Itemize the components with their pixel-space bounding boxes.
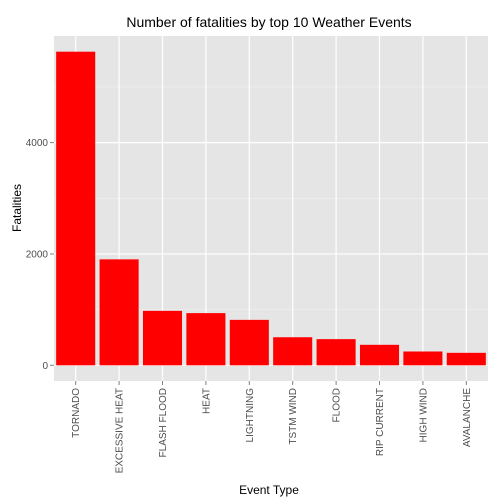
bar (359, 344, 400, 366)
x-tick-label: HIGH WIND (418, 388, 429, 442)
x-tick-label: LIGHTNING (245, 388, 256, 443)
y-axis-title: Fatalities (10, 184, 24, 232)
bar (446, 352, 486, 366)
x-tick-label: FLASH FLOOD (158, 388, 169, 457)
x-tick-label: FLOOD (332, 388, 343, 422)
x-tick-label: TORNADO (71, 388, 82, 438)
bar (273, 337, 313, 366)
bar (403, 351, 443, 366)
x-tick-label: TSTM WIND (288, 388, 299, 445)
bars (56, 51, 486, 366)
x-tick-label: AVALANCHE (462, 388, 473, 447)
x-tick-label: HEAT (201, 388, 212, 414)
bar (186, 313, 226, 366)
y-tick-label: 2000 (26, 249, 49, 260)
bar (56, 51, 96, 366)
bar (316, 339, 356, 366)
x-axis-title: Event Type (239, 483, 299, 497)
x-tick-label: EXCESSIVE HEAT (115, 388, 126, 473)
y-axis: 0 2000 4000 (26, 138, 54, 372)
chart-title: Number of fatalities by top 10 Weather E… (126, 14, 411, 30)
bar (142, 310, 183, 366)
x-tick-label: RIP CURRENT (375, 388, 386, 456)
y-tick-label: 4000 (26, 138, 49, 149)
y-tick-label: 0 (42, 361, 48, 372)
bar (99, 259, 139, 366)
bar (229, 319, 269, 366)
x-axis: TORNADO EXCESSIVE HEAT FLASH FLOOD HEAT LIGH… (71, 381, 473, 473)
